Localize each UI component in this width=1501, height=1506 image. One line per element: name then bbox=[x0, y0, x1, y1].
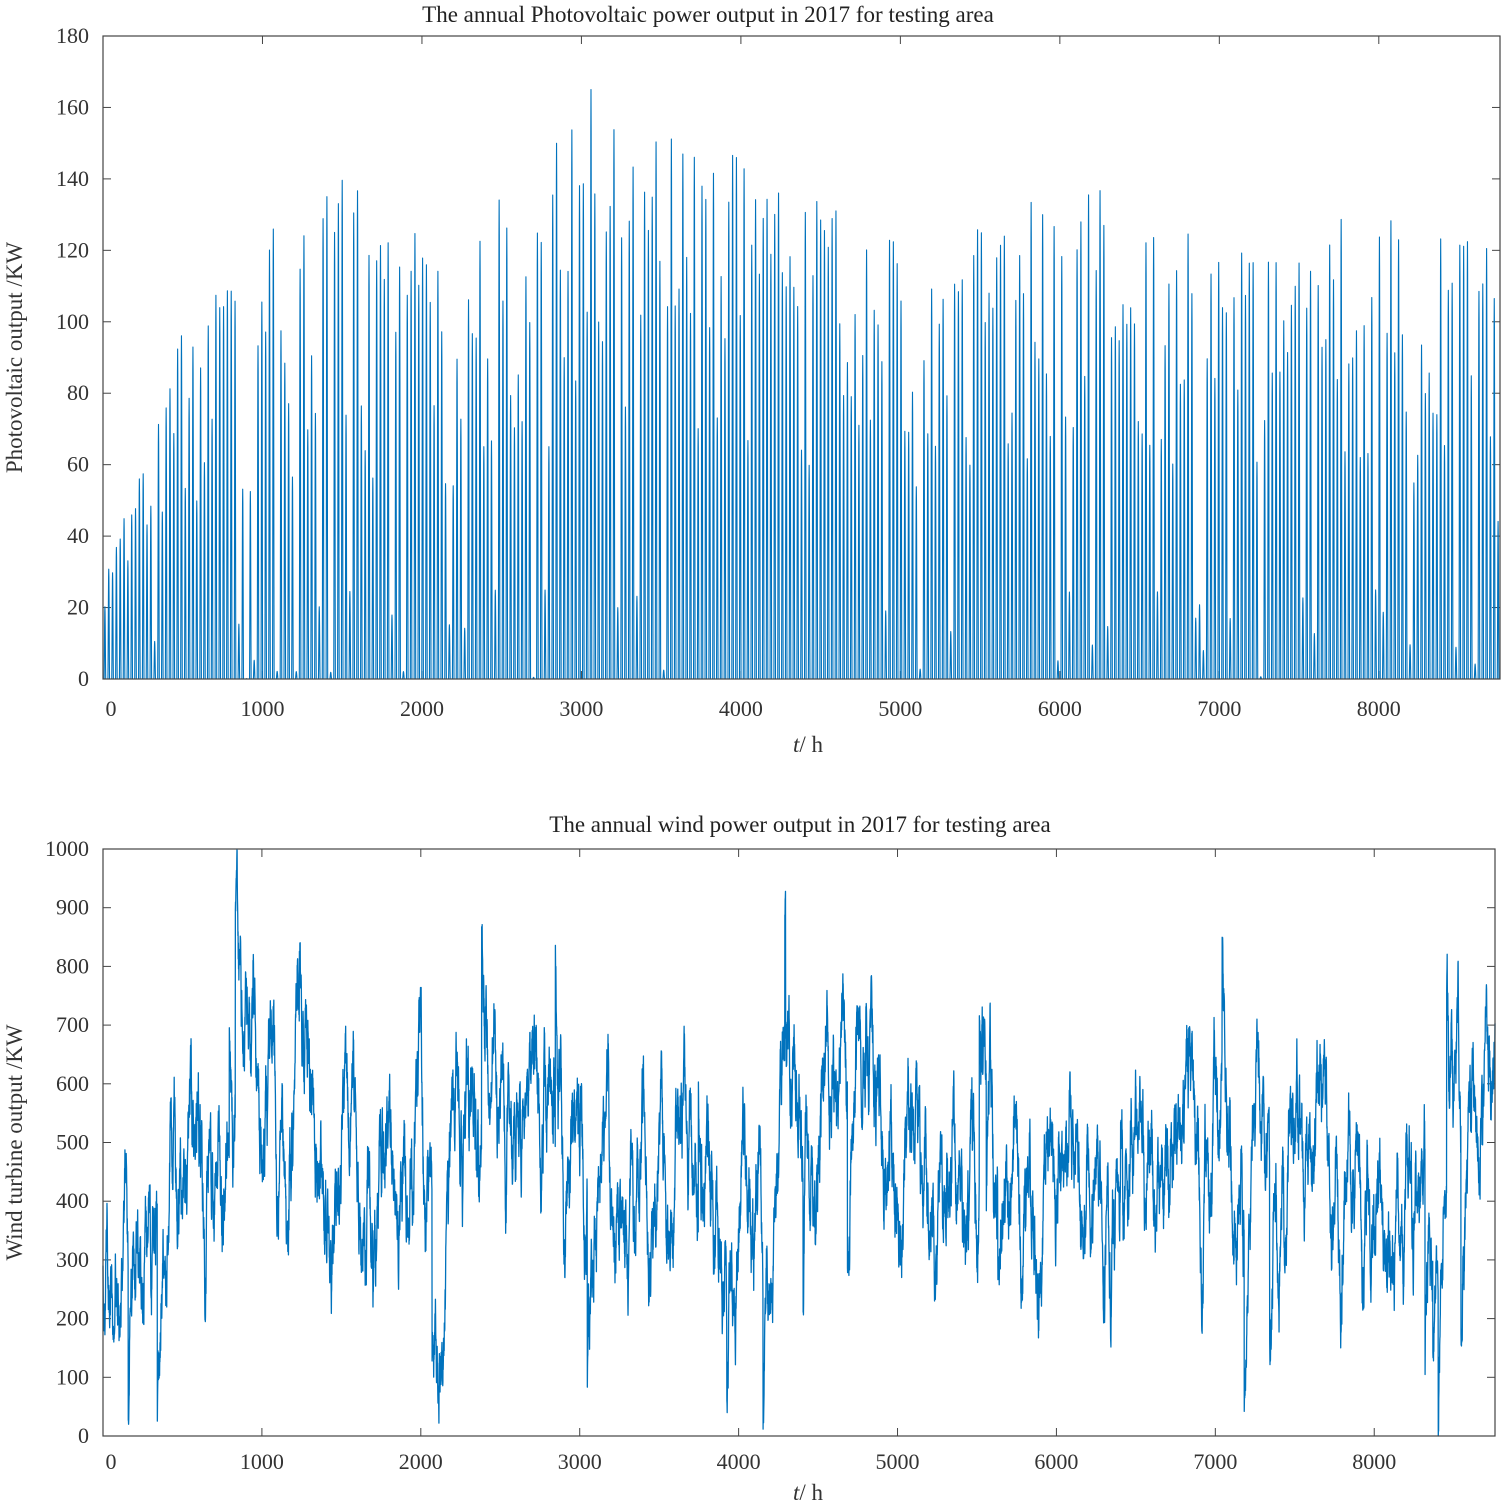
y-tick-label: 600 bbox=[56, 1071, 89, 1096]
y-tick-label: 0 bbox=[78, 666, 89, 691]
x-tick-label: 4000 bbox=[717, 1449, 761, 1474]
pv-y-axis-label: Photovoltaic output /KW bbox=[2, 242, 27, 474]
x-tick-label: 1000 bbox=[240, 1449, 284, 1474]
y-tick-label: 1000 bbox=[45, 836, 89, 861]
y-tick-label: 700 bbox=[56, 1012, 89, 1037]
y-tick-label: 60 bbox=[67, 452, 89, 477]
y-tick-label: 400 bbox=[56, 1188, 89, 1213]
y-tick-label: 500 bbox=[56, 1130, 89, 1155]
wind-output-series-line bbox=[102, 849, 1496, 1437]
pv-output-series-line bbox=[102, 89, 1501, 680]
x-tick-label: 8000 bbox=[1357, 696, 1401, 721]
wind-chart: The annual wind power output in 2017 for… bbox=[2, 812, 1496, 1505]
y-tick-label: 200 bbox=[56, 1306, 89, 1331]
pv-axes-frame bbox=[102, 35, 1501, 680]
y-tick-label: 100 bbox=[56, 309, 89, 334]
y-tick-label: 0 bbox=[78, 1423, 89, 1448]
y-tick-label: 120 bbox=[56, 237, 89, 262]
x-tick-label: 8000 bbox=[1352, 1449, 1396, 1474]
x-tick-label: 7000 bbox=[1193, 1449, 1237, 1474]
pv-x-axis-label: t/ h bbox=[793, 732, 824, 757]
y-tick-label: 80 bbox=[67, 380, 89, 405]
y-tick-label: 160 bbox=[56, 94, 89, 119]
wind-y-axis-label: Wind turbine output /KW bbox=[2, 1024, 27, 1260]
y-tick-label: 40 bbox=[67, 523, 89, 548]
x-tick-label: 0 bbox=[106, 696, 117, 721]
x-tick-label: 1000 bbox=[240, 696, 284, 721]
x-tick-label: 3000 bbox=[559, 696, 603, 721]
x-tick-label: 4000 bbox=[719, 696, 763, 721]
pv-chart-title: The annual Photovoltaic power output in … bbox=[422, 2, 994, 27]
wind-x-axis: 0 1000 2000 3000 4000 5000 6000 7000 8000 bbox=[102, 849, 1396, 1474]
wind-chart-title: The annual wind power output in 2017 for… bbox=[549, 812, 1050, 837]
x-tick-label: 0 bbox=[106, 1449, 117, 1474]
y-tick-label: 100 bbox=[56, 1364, 89, 1389]
wind-y-axis: 0 100 200 300 400 500 600 700 800 900 1000 bbox=[45, 836, 1495, 1448]
x-tick-label: 2000 bbox=[400, 696, 444, 721]
pv-chart: The annual Photovoltaic power output in … bbox=[2, 2, 1501, 757]
wind-x-axis-label-var: t bbox=[793, 1480, 800, 1505]
x-tick-label: 5000 bbox=[876, 1449, 920, 1474]
wind-axes-frame bbox=[102, 848, 1496, 1437]
x-tick-label: 6000 bbox=[1034, 1449, 1078, 1474]
x-tick-label: 2000 bbox=[399, 1449, 443, 1474]
pv-x-axis-label-var: t bbox=[793, 732, 800, 757]
x-tick-label: 3000 bbox=[558, 1449, 602, 1474]
y-tick-label: 140 bbox=[56, 166, 89, 191]
y-tick-label: 20 bbox=[67, 595, 89, 620]
pv-plot-area bbox=[102, 89, 1501, 680]
y-tick-label: 300 bbox=[56, 1247, 89, 1272]
pv-x-axis: 0 1000 2000 3000 4000 5000 6000 7000 8000 bbox=[102, 36, 1401, 721]
y-tick-label: 800 bbox=[56, 953, 89, 978]
y-tick-label: 900 bbox=[56, 895, 89, 920]
x-tick-label: 5000 bbox=[878, 696, 922, 721]
pv-y-axis: 0 20 40 60 80 100 120 140 160 180 bbox=[56, 23, 1500, 691]
x-tick-label: 7000 bbox=[1197, 696, 1241, 721]
x-tick-label: 6000 bbox=[1038, 696, 1082, 721]
wind-x-axis-label: t/ h bbox=[793, 1480, 824, 1505]
wind-x-axis-label-unit: / h bbox=[799, 1480, 823, 1505]
wind-plot-area bbox=[102, 849, 1496, 1437]
y-tick-label: 180 bbox=[56, 23, 89, 48]
pv-x-axis-label-unit: / h bbox=[799, 732, 823, 757]
